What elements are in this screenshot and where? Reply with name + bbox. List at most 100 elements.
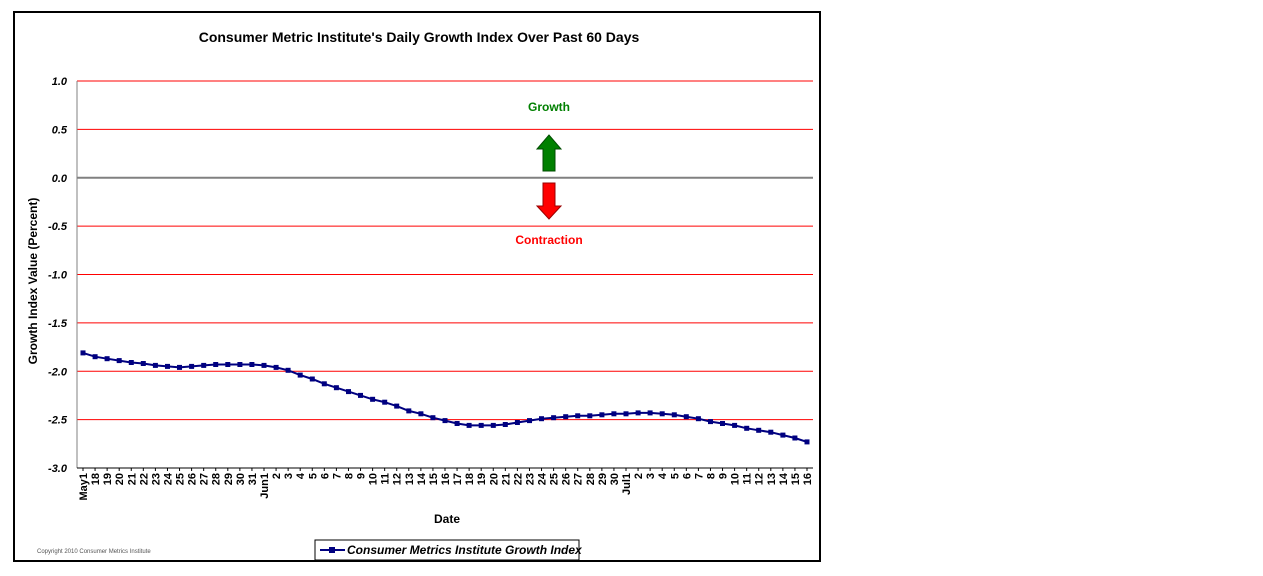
x-tick-label: 26 bbox=[561, 473, 573, 485]
x-tick-label: 15 bbox=[428, 473, 440, 485]
x-tick-label: 31 bbox=[247, 473, 259, 485]
x-tick-label: 21 bbox=[126, 473, 138, 485]
x-tick-label: 24 bbox=[537, 472, 549, 485]
x-tick-label: 22 bbox=[138, 473, 150, 485]
x-tick-label: 28 bbox=[585, 473, 597, 485]
y-tick-label: -2.5 bbox=[48, 415, 68, 427]
legend-label: Consumer Metrics Institute Growth Index bbox=[347, 543, 583, 557]
data-point bbox=[370, 396, 376, 402]
data-point bbox=[671, 412, 677, 418]
x-axis-ticks: May1 18 19 20 21 22 23 24 25 26 27 28 29 30 31 Jun1 2 3 4 5… bbox=[78, 468, 814, 501]
x-tick-label: May1 bbox=[78, 473, 90, 501]
data-point bbox=[261, 362, 267, 368]
data-point bbox=[80, 350, 86, 356]
x-tick-label: 10 bbox=[368, 473, 380, 485]
chart-title: Consumer Metric Institute's Daily Growth… bbox=[199, 29, 640, 45]
y-tick-label: 0.0 bbox=[52, 173, 68, 185]
x-tick-label: 16 bbox=[802, 473, 814, 485]
x-tick-label: 2 bbox=[271, 473, 283, 479]
x-tick-label: 19 bbox=[476, 473, 488, 485]
x-tick-label: 18 bbox=[464, 473, 476, 485]
x-tick-label: 5 bbox=[669, 473, 681, 479]
contraction-label: Contraction bbox=[515, 233, 582, 247]
data-point bbox=[237, 362, 243, 367]
data-point bbox=[189, 363, 195, 369]
data-point bbox=[418, 411, 424, 417]
data-point bbox=[575, 413, 581, 419]
x-axis-label: Date bbox=[434, 512, 460, 526]
x-tick-label: 9 bbox=[356, 473, 368, 479]
data-point bbox=[321, 381, 327, 387]
data-point bbox=[744, 425, 750, 431]
x-tick-label: 2 bbox=[633, 473, 645, 479]
data-point bbox=[225, 362, 231, 367]
y-axis-ticks: 1.0 0.5 0.0 -0.5 -1.0 -1.5 -2.0 -2.5 -3.0 bbox=[48, 76, 68, 475]
x-tick-label: 19 bbox=[102, 473, 114, 485]
x-tick-label: Jun1 bbox=[259, 473, 271, 499]
chart-svg: Consumer Metric Institute's Daily Growth… bbox=[26, 29, 814, 560]
data-point bbox=[309, 376, 315, 382]
growth-arrow bbox=[535, 134, 563, 172]
x-tick-label: 6 bbox=[319, 473, 331, 479]
data-point bbox=[201, 362, 207, 368]
y-tick-label: -3.0 bbox=[48, 463, 68, 475]
x-tick-label: 7 bbox=[693, 473, 705, 479]
data-point bbox=[490, 422, 496, 428]
x-tick-label: 12 bbox=[392, 473, 404, 485]
y-tick-label: 1.0 bbox=[52, 76, 68, 88]
data-point bbox=[478, 422, 484, 428]
x-tick-label: 25 bbox=[175, 473, 187, 485]
data-point bbox=[382, 399, 388, 405]
data-point bbox=[768, 429, 774, 435]
x-tick-label: 8 bbox=[344, 473, 356, 479]
x-tick-label: 22 bbox=[512, 473, 524, 485]
data-point bbox=[732, 422, 738, 428]
x-tick-label: 13 bbox=[404, 473, 416, 485]
x-tick-label: 29 bbox=[223, 473, 235, 485]
x-tick-label: 27 bbox=[573, 473, 585, 485]
annotations: Growth Contraction bbox=[515, 100, 582, 247]
x-tick-label: 4 bbox=[295, 472, 307, 479]
grid bbox=[76, 80, 813, 469]
data-point bbox=[695, 416, 701, 422]
x-tick-label: 20 bbox=[488, 473, 500, 485]
x-tick-label: 30 bbox=[235, 473, 247, 485]
x-tick-label: 24 bbox=[163, 472, 175, 485]
legend: Consumer Metrics Institute Growth Index bbox=[314, 539, 583, 560]
y-axis-label: Growth Index Value (Percent) bbox=[26, 198, 40, 365]
x-tick-label: 23 bbox=[525, 473, 537, 485]
data-point bbox=[406, 408, 412, 414]
data-point bbox=[104, 356, 110, 362]
x-tick-label: 14 bbox=[416, 472, 428, 485]
data-point bbox=[213, 362, 219, 367]
y-tick-label: -0.5 bbox=[48, 221, 68, 233]
data-point bbox=[333, 385, 339, 391]
x-tick-label: 7 bbox=[331, 473, 343, 479]
x-tick-label: 23 bbox=[150, 473, 162, 485]
y-tick-label: -1.5 bbox=[48, 318, 68, 330]
data-point bbox=[587, 413, 593, 419]
x-tick-label: 21 bbox=[500, 473, 512, 485]
x-tick-label: 30 bbox=[609, 473, 621, 485]
x-tick-label: 18 bbox=[90, 473, 102, 485]
data-point bbox=[708, 419, 713, 425]
x-tick-label: 27 bbox=[199, 473, 211, 485]
data-point bbox=[514, 420, 520, 425]
x-tick-label: 12 bbox=[754, 473, 766, 485]
y-tick-label: -2.0 bbox=[48, 366, 68, 378]
data-point bbox=[92, 354, 98, 360]
data-point bbox=[804, 439, 810, 445]
x-tick-label: 4 bbox=[657, 472, 669, 479]
x-tick-label: Jul1 bbox=[621, 473, 633, 495]
x-tick-label: 20 bbox=[114, 473, 126, 485]
y-tick-label: 0.5 bbox=[52, 124, 68, 136]
data-point bbox=[647, 410, 653, 416]
y-tick-label: -1.0 bbox=[48, 270, 68, 282]
x-tick-label: 6 bbox=[681, 473, 693, 479]
x-tick-label: 10 bbox=[730, 473, 742, 485]
data-point bbox=[346, 389, 351, 395]
data-point bbox=[285, 367, 291, 373]
data-point bbox=[273, 364, 279, 370]
x-tick-label: 16 bbox=[440, 473, 452, 485]
contraction-arrow bbox=[535, 182, 563, 220]
